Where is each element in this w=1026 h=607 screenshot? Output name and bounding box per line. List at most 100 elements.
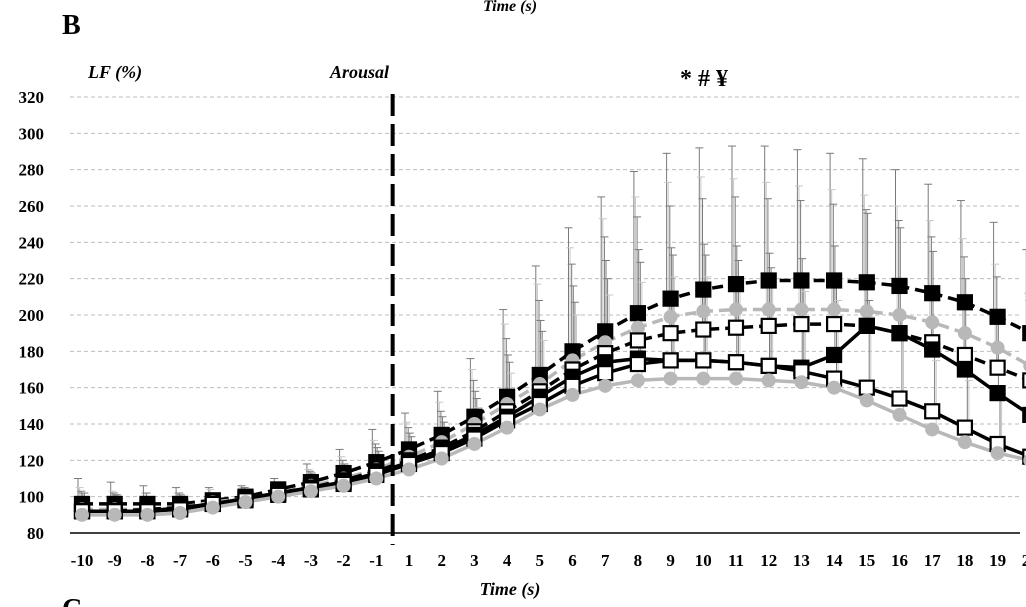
data-point: [1022, 406, 1026, 424]
x-tick-label: -2: [337, 551, 351, 570]
y-tick-label: 160: [19, 379, 45, 398]
data-point: [990, 446, 1005, 461]
data-point: [238, 495, 253, 510]
data-point: [825, 272, 843, 289]
significance-markers: * # ¥: [680, 66, 728, 92]
data-point: [107, 507, 122, 522]
x-tick-label: 19: [989, 551, 1006, 570]
x-tick-label: 13: [793, 551, 810, 570]
series-line: [82, 323, 1026, 513]
x-tick-label: 20: [1022, 551, 1026, 570]
x-tick-label: 14: [826, 551, 844, 570]
data-point: [663, 371, 678, 386]
x-tick-label: 10: [695, 551, 712, 570]
x-tick-label: 5: [536, 551, 545, 570]
data-point: [565, 387, 580, 402]
data-point: [500, 420, 515, 435]
data-point: [891, 325, 908, 342]
data-point: [630, 320, 645, 335]
x-axis-label: Time (s): [480, 579, 541, 600]
data-point: [597, 365, 614, 382]
y-tick-label: 80: [27, 524, 44, 543]
data-point: [434, 451, 449, 466]
data-point: [1023, 454, 1026, 466]
data-point: [173, 506, 188, 521]
data-point: [858, 379, 875, 396]
y-tick-label: 240: [19, 233, 45, 252]
x-tick-label: 18: [956, 551, 973, 570]
data-point: [727, 354, 745, 371]
data-point: [727, 319, 745, 336]
data-point: [662, 325, 679, 342]
data-point: [630, 373, 645, 388]
data-point: [957, 435, 972, 450]
data-point: [761, 373, 776, 388]
data-point: [859, 304, 874, 319]
data-point: [696, 304, 711, 319]
data-point: [827, 302, 842, 317]
y-tick-label: 280: [19, 161, 45, 180]
data-point: [629, 332, 647, 349]
data-point: [729, 371, 743, 386]
x-tick-label: 12: [760, 551, 777, 570]
x-tick-label: -1: [369, 551, 383, 570]
y-tick-label: 320: [19, 88, 45, 107]
y-tick-label: 180: [19, 342, 45, 361]
x-tick-label: 1: [405, 551, 414, 570]
data-point: [760, 317, 777, 334]
series-lines: [82, 278, 1026, 517]
data-point: [956, 361, 974, 378]
y-tick-label: 120: [19, 451, 45, 470]
data-point: [467, 436, 482, 451]
x-tick-label: 17: [924, 551, 942, 570]
y-tick-label: 220: [19, 270, 45, 289]
x-tick-label: -6: [206, 551, 220, 570]
x-tick-label: -10: [71, 551, 94, 570]
x-ticks: -10 -9 -8 -7 -6 -5 -4 -3 -2 -1 1 2 3 4 5 6 7 8 9 10 11 12 13 14…: [71, 551, 1026, 570]
data-point: [598, 378, 613, 393]
x-tick-label: 16: [891, 551, 908, 570]
data-point: [825, 315, 843, 333]
data-point: [532, 402, 547, 417]
data-point: [989, 308, 1006, 325]
data-point: [761, 302, 776, 317]
data-point: [956, 346, 974, 364]
y-tick-label: 300: [19, 124, 45, 143]
data-point: [956, 419, 974, 436]
data-point: [760, 272, 777, 289]
data-point: [696, 371, 711, 386]
data-point: [205, 500, 220, 515]
data-point: [892, 308, 907, 322]
data-point: [925, 422, 940, 437]
x-tick-label: -4: [271, 551, 286, 570]
data-point: [1023, 360, 1026, 372]
data-point: [695, 352, 712, 369]
y-axis-label: LF (%): [87, 62, 142, 83]
data-point: [1022, 325, 1026, 342]
series-markers: [73, 272, 1026, 522]
top-caption: Time (s): [483, 0, 537, 15]
data-point: [825, 346, 843, 364]
x-tick-label: 3: [470, 551, 479, 570]
data-point: [760, 357, 777, 374]
data-point: [924, 341, 941, 358]
x-tick-label: -9: [108, 551, 122, 570]
data-point: [369, 471, 384, 486]
data-point: [729, 302, 743, 317]
data-point: [629, 355, 647, 373]
data-point: [858, 317, 875, 334]
x-tick-label: -3: [304, 551, 318, 570]
x-tick-label: 6: [568, 551, 577, 570]
x-tick-label: 9: [666, 551, 675, 570]
data-point: [827, 380, 842, 395]
data-point: [662, 290, 679, 307]
data-point: [402, 462, 416, 477]
x-tick-label: 8: [634, 551, 643, 570]
data-point: [794, 375, 809, 390]
data-point: [271, 489, 286, 504]
grid-layer: [70, 96, 1020, 498]
y-tick-label: 100: [19, 488, 45, 507]
data-point: [989, 385, 1006, 402]
data-point: [793, 272, 810, 289]
